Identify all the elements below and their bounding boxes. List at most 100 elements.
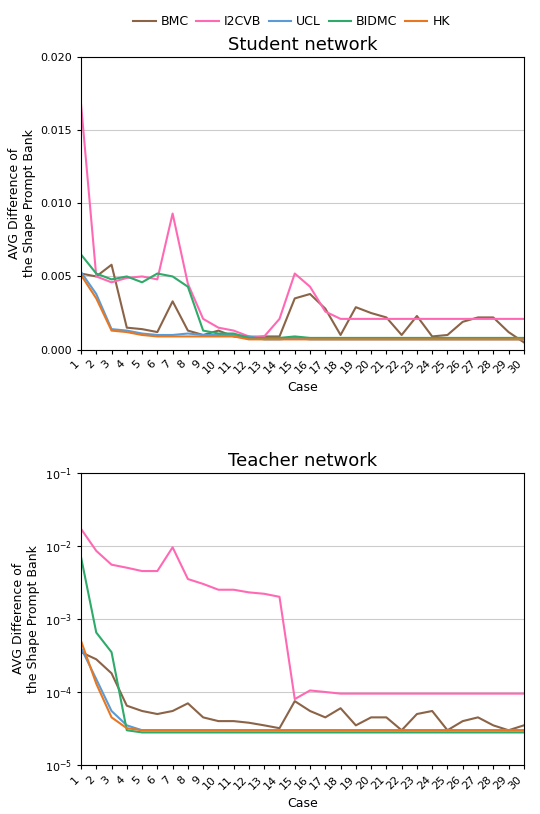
BMC <box>261 331 267 341</box>
BIDMC <box>399 333 405 343</box>
I2CVB <box>429 314 435 324</box>
UCL <box>200 725 206 735</box>
BIDMC <box>322 728 328 737</box>
HK <box>124 327 130 337</box>
HK <box>383 335 390 344</box>
HK <box>383 725 390 735</box>
UCL <box>414 335 420 344</box>
BIDMC <box>276 728 283 737</box>
UCL <box>338 335 344 344</box>
BMC <box>490 720 496 730</box>
HK <box>292 725 298 735</box>
UCL <box>368 335 374 344</box>
I2CVB <box>261 331 267 341</box>
BIDMC <box>490 728 496 737</box>
I2CVB <box>215 584 221 594</box>
HK <box>93 294 99 304</box>
BMC <box>231 716 237 726</box>
BMC <box>505 327 512 337</box>
UCL <box>521 725 527 735</box>
BIDMC <box>261 333 267 343</box>
BMC <box>368 712 374 722</box>
HK <box>215 331 221 341</box>
UCL <box>490 725 496 735</box>
BMC <box>93 272 99 282</box>
HK <box>231 331 237 341</box>
I2CVB <box>505 314 512 324</box>
BMC <box>109 260 115 269</box>
I2CVB <box>200 579 206 589</box>
BIDMC <box>429 333 435 343</box>
UCL <box>170 725 176 735</box>
BMC <box>338 330 344 340</box>
BIDMC <box>368 728 374 737</box>
UCL <box>399 335 405 344</box>
HK <box>322 725 328 735</box>
BMC <box>154 709 160 719</box>
I2CVB <box>109 278 115 287</box>
HK <box>109 712 115 722</box>
BIDMC <box>353 333 359 343</box>
I2CVB <box>231 326 237 335</box>
BIDMC <box>368 333 374 343</box>
BMC <box>231 331 237 341</box>
I2CVB <box>215 323 221 333</box>
BIDMC <box>444 333 451 343</box>
I2CVB <box>444 689 451 698</box>
BIDMC <box>78 552 84 562</box>
UCL <box>444 335 451 344</box>
HK <box>154 725 160 735</box>
BMC <box>185 326 191 335</box>
BIDMC <box>338 333 344 343</box>
Line: BMC: BMC <box>81 265 524 343</box>
Line: HK: HK <box>81 641 524 730</box>
I2CVB <box>460 314 466 324</box>
I2CVB <box>322 307 328 317</box>
UCL <box>78 643 84 653</box>
BIDMC <box>139 278 145 287</box>
UCL <box>505 335 512 344</box>
BIDMC <box>383 728 390 737</box>
UCL <box>521 335 527 344</box>
HK <box>322 335 328 344</box>
I2CVB <box>338 689 344 698</box>
BIDMC <box>93 269 99 278</box>
I2CVB <box>276 314 283 324</box>
BIDMC <box>414 728 420 737</box>
UCL <box>399 725 405 735</box>
I2CVB <box>368 314 374 324</box>
I2CVB <box>200 314 206 324</box>
HK <box>475 335 481 344</box>
HK <box>505 725 512 735</box>
UCL <box>109 324 115 334</box>
BIDMC <box>109 647 115 657</box>
HK <box>368 725 374 735</box>
BMC <box>292 696 298 706</box>
I2CVB <box>444 314 451 324</box>
UCL <box>368 725 374 735</box>
BIDMC <box>185 728 191 737</box>
I2CVB <box>429 689 435 698</box>
HK <box>444 725 451 735</box>
UCL <box>154 725 160 735</box>
I2CVB <box>170 208 176 218</box>
HK <box>307 725 313 735</box>
I2CVB <box>368 689 374 698</box>
BIDMC <box>460 728 466 737</box>
UCL <box>185 725 191 735</box>
BMC <box>139 324 145 334</box>
HK <box>139 725 145 735</box>
Line: BIDMC: BIDMC <box>81 557 524 733</box>
I2CVB <box>78 99 84 109</box>
BMC <box>307 706 313 716</box>
BIDMC <box>460 333 466 343</box>
BMC <box>460 317 466 326</box>
UCL <box>261 725 267 735</box>
I2CVB <box>475 689 481 698</box>
Line: UCL: UCL <box>81 648 524 730</box>
I2CVB <box>170 542 176 552</box>
HK <box>231 725 237 735</box>
I2CVB <box>261 589 267 598</box>
BMC <box>170 706 176 716</box>
X-axis label: Case: Case <box>287 381 318 394</box>
